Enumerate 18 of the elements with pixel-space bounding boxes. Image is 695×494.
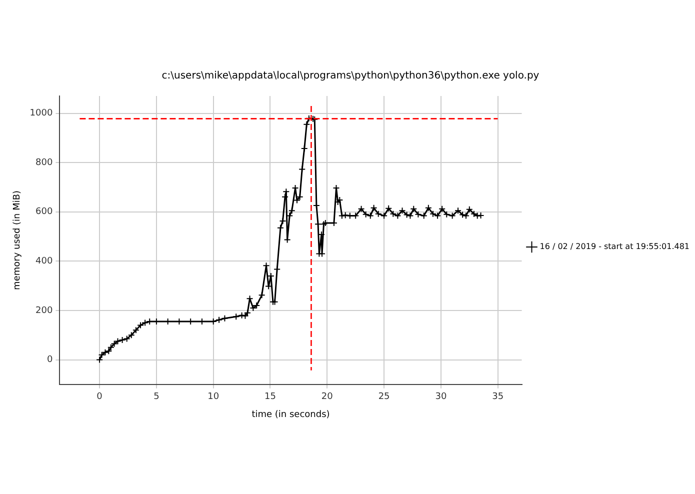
x-tick-label: 0 bbox=[96, 392, 103, 402]
x-tick-label: 15 bbox=[264, 392, 276, 402]
x-tick-label: 5 bbox=[154, 392, 160, 402]
y-tick-label: 600 bbox=[36, 207, 53, 218]
y-axis-title: memory used (in MiB) bbox=[12, 190, 23, 290]
y-tick-label: 1000 bbox=[30, 108, 53, 119]
y-tick-label: 400 bbox=[36, 256, 53, 266]
legend-label: 16 / 02 / 2019 - start at 19:55:01.481 bbox=[540, 242, 690, 252]
x-tick-label: 20 bbox=[321, 392, 334, 402]
x-tick-label: 25 bbox=[378, 392, 390, 402]
y-tick-label: 200 bbox=[36, 306, 53, 316]
x-tick-label: 35 bbox=[492, 392, 504, 402]
x-tick-label: 10 bbox=[208, 392, 220, 402]
chart-title: c:\users\mike\appdata\local\programs\python\python36\python.exe yolo.py bbox=[162, 70, 540, 82]
y-tick-label: 0 bbox=[46, 355, 53, 366]
y-tick-label: 800 bbox=[36, 158, 53, 168]
x-tick-label: 30 bbox=[435, 392, 447, 402]
x-axis-title: time (in seconds) bbox=[252, 410, 330, 420]
